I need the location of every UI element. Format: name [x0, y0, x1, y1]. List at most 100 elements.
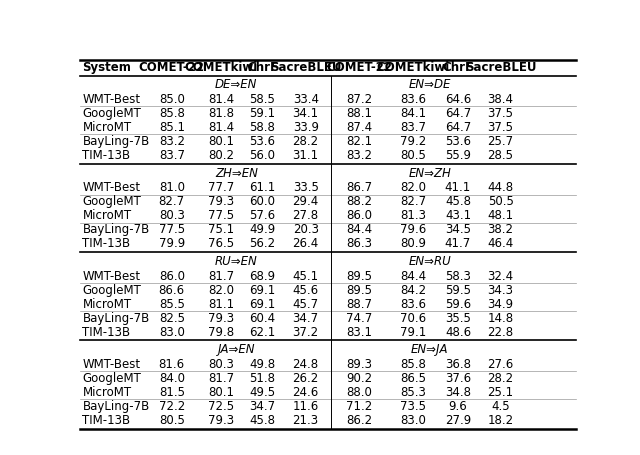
- Text: 49.5: 49.5: [250, 386, 276, 399]
- Text: 57.6: 57.6: [250, 209, 276, 222]
- Text: EN⇒RU: EN⇒RU: [408, 255, 451, 268]
- Text: 79.6: 79.6: [400, 223, 426, 236]
- Text: 74.7: 74.7: [346, 312, 372, 324]
- Text: 87.4: 87.4: [346, 121, 372, 134]
- Text: 26.2: 26.2: [292, 372, 319, 385]
- Text: 82.7: 82.7: [159, 195, 185, 208]
- Text: 53.6: 53.6: [250, 135, 276, 148]
- Text: 64.7: 64.7: [445, 121, 471, 134]
- Text: 80.5: 80.5: [159, 414, 185, 427]
- Text: 79.8: 79.8: [208, 326, 234, 339]
- Text: 60.4: 60.4: [250, 312, 276, 324]
- Text: 86.0: 86.0: [159, 269, 185, 283]
- Text: ChrF: ChrF: [247, 61, 278, 74]
- Text: 29.4: 29.4: [292, 195, 319, 208]
- Text: 33.4: 33.4: [292, 93, 319, 106]
- Text: 83.6: 83.6: [400, 298, 426, 311]
- Text: 28.5: 28.5: [488, 149, 514, 162]
- Text: 89.3: 89.3: [346, 358, 372, 371]
- Text: 58.5: 58.5: [250, 93, 275, 106]
- Text: 81.8: 81.8: [209, 107, 234, 120]
- Text: SacreBLEU: SacreBLEU: [270, 61, 341, 74]
- Text: BayLing-7B: BayLing-7B: [83, 135, 150, 148]
- Text: 79.9: 79.9: [159, 238, 185, 250]
- Text: COMETkiwi: COMETkiwi: [377, 61, 450, 74]
- Text: MicroMT: MicroMT: [83, 209, 132, 222]
- Text: 28.2: 28.2: [292, 135, 319, 148]
- Text: 69.1: 69.1: [250, 298, 276, 311]
- Text: 83.7: 83.7: [159, 149, 185, 162]
- Text: 69.1: 69.1: [250, 283, 276, 297]
- Text: 41.1: 41.1: [445, 181, 471, 194]
- Text: 84.0: 84.0: [159, 372, 185, 385]
- Text: 64.6: 64.6: [445, 93, 471, 106]
- Text: 56.0: 56.0: [250, 149, 276, 162]
- Text: 34.7: 34.7: [250, 400, 276, 413]
- Text: 84.4: 84.4: [346, 223, 372, 236]
- Text: 45.8: 45.8: [250, 414, 276, 427]
- Text: 44.8: 44.8: [488, 181, 514, 194]
- Text: SacreBLEU: SacreBLEU: [465, 61, 536, 74]
- Text: MicroMT: MicroMT: [83, 386, 132, 399]
- Text: 81.7: 81.7: [208, 372, 234, 385]
- Text: 85.5: 85.5: [159, 298, 185, 311]
- Text: 59.5: 59.5: [445, 283, 471, 297]
- Text: MicroMT: MicroMT: [83, 121, 132, 134]
- Text: 36.8: 36.8: [445, 358, 471, 371]
- Text: 82.0: 82.0: [400, 181, 426, 194]
- Text: 25.7: 25.7: [488, 135, 514, 148]
- Text: 85.0: 85.0: [159, 93, 185, 106]
- Text: 43.1: 43.1: [445, 209, 471, 222]
- Text: 34.7: 34.7: [292, 312, 319, 324]
- Text: 88.0: 88.0: [346, 386, 372, 399]
- Text: 25.1: 25.1: [488, 386, 514, 399]
- Text: COMET-22: COMET-22: [326, 61, 392, 74]
- Text: 38.2: 38.2: [488, 223, 514, 236]
- Text: 61.1: 61.1: [250, 181, 276, 194]
- Text: 33.5: 33.5: [292, 181, 319, 194]
- Text: 86.0: 86.0: [346, 209, 372, 222]
- Text: 80.9: 80.9: [400, 238, 426, 250]
- Text: 45.1: 45.1: [292, 269, 319, 283]
- Text: 28.2: 28.2: [488, 372, 514, 385]
- Text: 62.1: 62.1: [250, 326, 276, 339]
- Text: 83.2: 83.2: [346, 149, 372, 162]
- Text: BayLing-7B: BayLing-7B: [83, 400, 150, 413]
- Text: 85.1: 85.1: [159, 121, 185, 134]
- Text: 51.8: 51.8: [250, 372, 276, 385]
- Text: BayLing-7B: BayLing-7B: [83, 223, 150, 236]
- Text: 58.8: 58.8: [250, 121, 275, 134]
- Text: 80.5: 80.5: [401, 149, 426, 162]
- Text: 81.1: 81.1: [208, 298, 234, 311]
- Text: ZH⇒EN: ZH⇒EN: [215, 167, 258, 180]
- Text: ChrF: ChrF: [442, 61, 474, 74]
- Text: 82.7: 82.7: [400, 195, 426, 208]
- Text: 59.6: 59.6: [445, 298, 471, 311]
- Text: 27.6: 27.6: [488, 358, 514, 371]
- Text: 76.5: 76.5: [208, 238, 234, 250]
- Text: 81.7: 81.7: [208, 269, 234, 283]
- Text: 45.6: 45.6: [292, 283, 319, 297]
- Text: 82.5: 82.5: [159, 312, 185, 324]
- Text: 37.5: 37.5: [488, 121, 514, 134]
- Text: 14.8: 14.8: [488, 312, 514, 324]
- Text: 90.2: 90.2: [346, 372, 372, 385]
- Text: WMT-Best: WMT-Best: [83, 93, 141, 106]
- Text: 64.7: 64.7: [445, 107, 471, 120]
- Text: 4.5: 4.5: [492, 400, 510, 413]
- Text: 20.3: 20.3: [292, 223, 319, 236]
- Text: 50.5: 50.5: [488, 195, 513, 208]
- Text: RU⇒EN: RU⇒EN: [215, 255, 258, 268]
- Text: 86.2: 86.2: [346, 414, 372, 427]
- Text: 22.8: 22.8: [488, 326, 514, 339]
- Text: 81.4: 81.4: [208, 93, 234, 106]
- Text: 80.1: 80.1: [209, 386, 234, 399]
- Text: 21.3: 21.3: [292, 414, 319, 427]
- Text: 83.7: 83.7: [400, 121, 426, 134]
- Text: EN⇒ZH: EN⇒ZH: [408, 167, 451, 180]
- Text: 34.3: 34.3: [488, 283, 514, 297]
- Text: 72.5: 72.5: [208, 400, 234, 413]
- Text: 79.3: 79.3: [208, 312, 234, 324]
- Text: 27.9: 27.9: [445, 414, 471, 427]
- Text: System: System: [83, 61, 131, 74]
